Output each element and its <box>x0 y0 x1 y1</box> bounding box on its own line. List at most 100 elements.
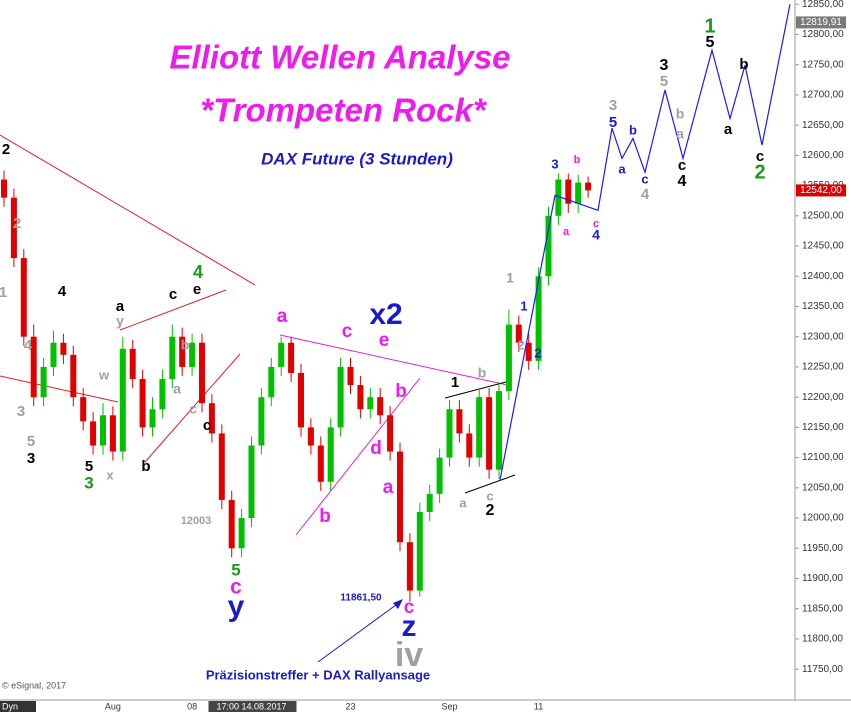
trend-line <box>444 381 507 399</box>
wave-label: c <box>678 157 686 174</box>
trend-line <box>464 474 516 494</box>
wave-label: c <box>203 417 211 434</box>
candle-body <box>60 342 67 355</box>
candle-body <box>248 445 255 519</box>
candle-body <box>317 445 324 482</box>
candle-body <box>30 336 37 398</box>
wave-label: 4 <box>641 186 650 203</box>
wave-label: c <box>593 218 599 230</box>
candle-body <box>436 457 443 494</box>
candle-body <box>129 348 136 380</box>
wave-label: 1 <box>520 298 527 313</box>
candle-body <box>575 182 582 204</box>
candle-body <box>208 403 215 434</box>
crosshair-label-box <box>208 701 297 712</box>
x-tick-label: 17:00 14.08.2017 <box>216 701 286 711</box>
candle-body <box>426 493 433 513</box>
wave-label: e <box>379 330 390 351</box>
trend-line <box>119 289 227 331</box>
candle-body <box>367 397 374 410</box>
wave-label: 2 <box>534 345 541 360</box>
wave-label: a <box>116 298 125 315</box>
wave-label: 3 <box>27 450 35 467</box>
wave-label: b <box>141 458 150 475</box>
candle-body <box>347 366 354 386</box>
source: © eSignal, 2017 <box>2 680 66 690</box>
y-tick-label: 12200,00 <box>802 392 844 403</box>
wave-label: 4 <box>592 227 600 243</box>
candle-body <box>70 354 77 398</box>
wave-label: c <box>756 148 764 165</box>
candle-body <box>525 342 532 361</box>
candle-body <box>327 427 334 482</box>
wave-label: c <box>189 401 197 417</box>
wave-label: 11861,50 <box>340 593 382 604</box>
wave-label: a <box>277 306 288 327</box>
wave-label: 4 <box>678 173 687 190</box>
wave-label: 3 <box>660 57 669 74</box>
candle-body <box>10 197 17 259</box>
candle-body <box>307 427 314 446</box>
chart-title: Elliott Wellen Analyse <box>169 39 510 76</box>
y-tick-label: 11750,00 <box>802 664 843 675</box>
wave-label: a <box>676 126 684 142</box>
candle-body <box>337 366 344 428</box>
candle-body <box>298 372 304 428</box>
candle-body <box>90 421 97 446</box>
candle-body <box>119 348 126 452</box>
wave-label: 2 <box>13 215 21 232</box>
y-tick-label: 12000,00 <box>802 513 844 524</box>
wave-label: 1 <box>451 374 459 391</box>
wave-label: 5 <box>706 34 715 51</box>
wave-label: y <box>116 313 124 329</box>
candle-body <box>1 179 7 198</box>
candle-body <box>555 179 562 216</box>
arrow-head <box>393 599 403 609</box>
wave-label: w <box>98 367 110 382</box>
wave-label: iv <box>395 636 423 674</box>
trend-line <box>0 134 256 286</box>
x-tick-label: Sep <box>441 701 457 711</box>
candle-body <box>199 342 205 404</box>
candle-body <box>100 415 106 446</box>
candle-body <box>505 324 512 392</box>
wave-label: c <box>404 597 415 618</box>
wave-label: 3 <box>84 473 93 492</box>
wave-label: b <box>574 154 581 166</box>
wave-label: b <box>395 381 407 402</box>
wave-label: x <box>106 467 114 482</box>
candle-body <box>397 451 403 543</box>
arrow <box>317 601 401 663</box>
wave-label: 4 <box>24 337 33 354</box>
x-tick-label: Aug <box>105 701 121 711</box>
candle-body <box>486 397 493 470</box>
trend-line <box>295 377 421 536</box>
candle-body <box>476 397 483 458</box>
candle-body <box>20 258 27 337</box>
wave-label: 5 <box>85 458 93 475</box>
wave-label: a <box>383 477 394 498</box>
y-tick-label: 12050,00 <box>802 482 844 493</box>
x-tick-label: 23 <box>345 701 355 711</box>
candle-body <box>377 397 384 416</box>
y-tick-label: 12350,00 <box>802 301 844 312</box>
candle-body <box>139 379 146 428</box>
candle-body <box>238 518 245 549</box>
candle-body <box>585 182 592 191</box>
wave-label: c <box>641 171 648 186</box>
trend-line <box>0 375 119 403</box>
wave-label: 3 <box>551 156 558 171</box>
wave-label: b <box>676 106 685 122</box>
corner-label: Dyn <box>2 701 18 711</box>
wave-label: 3 <box>17 403 25 420</box>
wave-label: b <box>739 56 748 73</box>
candle-body <box>416 512 423 591</box>
y-tick-label: 12750,00 <box>802 59 844 70</box>
candle-body <box>357 385 364 410</box>
wave-label: e <box>193 281 201 298</box>
wave-label: y <box>228 590 245 623</box>
wave-label: 4 <box>58 283 67 300</box>
trend-line <box>279 334 513 387</box>
candle-body <box>40 366 47 398</box>
wave-label: 3 <box>609 97 617 114</box>
